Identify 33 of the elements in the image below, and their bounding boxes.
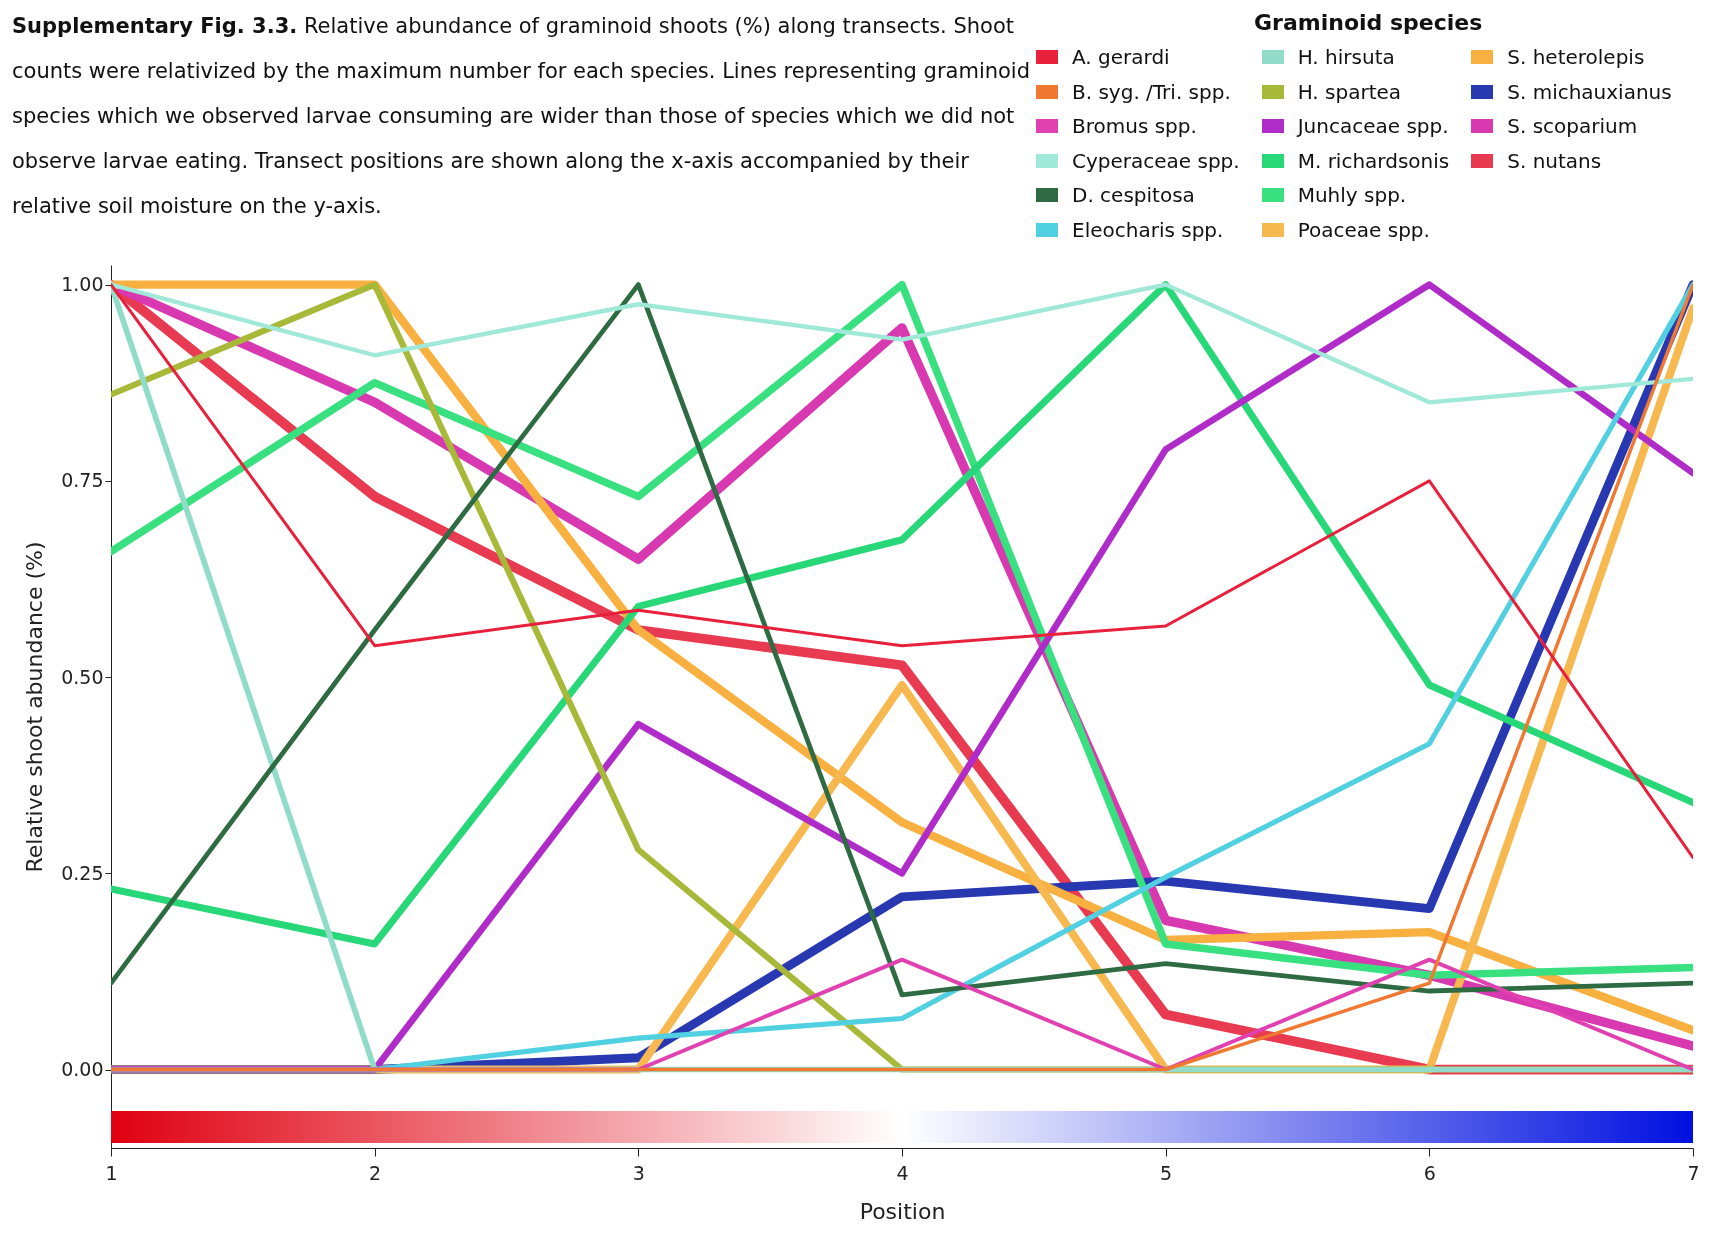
x-tick-label: 7 xyxy=(1687,1161,1700,1184)
legend-label: H. hirsuta xyxy=(1297,44,1395,71)
y-tick-label: 0.25 xyxy=(61,861,104,884)
y-tick-label: 0.50 xyxy=(61,665,104,688)
y-tick-label: 0.00 xyxy=(61,1058,104,1081)
legend-label: Eleocharis spp. xyxy=(1072,216,1224,244)
y-tick-label: 1.00 xyxy=(61,273,104,296)
line-series xyxy=(111,282,1693,405)
legend-label: Juncaceae spp. xyxy=(1297,113,1449,140)
x-tick-label: 3 xyxy=(632,1161,645,1184)
legend-label: S. scoparium xyxy=(1507,113,1638,140)
x-tick-label: 1 xyxy=(105,1161,118,1184)
legend-label: M. richardsonis xyxy=(1297,147,1450,175)
y-tick-label: 0.75 xyxy=(61,469,104,492)
legend-label: S. michauxianus xyxy=(1507,78,1672,106)
legend-label: S. nutans xyxy=(1507,147,1602,175)
legend-label: S. heterolepis xyxy=(1507,44,1645,71)
x-tick-label: 2 xyxy=(369,1161,382,1184)
legend-label: Poaceae spp. xyxy=(1297,216,1430,244)
chart-title: Supplementary Fig. 3.3. xyxy=(12,14,298,38)
x-axis-title: Position xyxy=(859,1198,946,1224)
x-tick-label: 4 xyxy=(896,1161,909,1184)
legend-label: H. spartea xyxy=(1297,78,1402,106)
legend-label: B. syg. /Tri. spp. xyxy=(1072,78,1231,106)
x-tick-label: 6 xyxy=(1423,1161,1436,1184)
legend-label: Cyperaceae spp. xyxy=(1072,147,1240,175)
legend-label: D. cespitosa xyxy=(1072,182,1195,209)
legend-title: Graminoid species xyxy=(1254,9,1484,37)
legend-label: Muhly spp. xyxy=(1297,182,1407,209)
legend-label: Bromus spp. xyxy=(1072,113,1197,140)
y-axis-title: Relative shoot abundance (%) xyxy=(22,541,48,873)
x-tick-label: 5 xyxy=(1160,1161,1173,1184)
legend-label: A. gerardi xyxy=(1072,44,1170,71)
